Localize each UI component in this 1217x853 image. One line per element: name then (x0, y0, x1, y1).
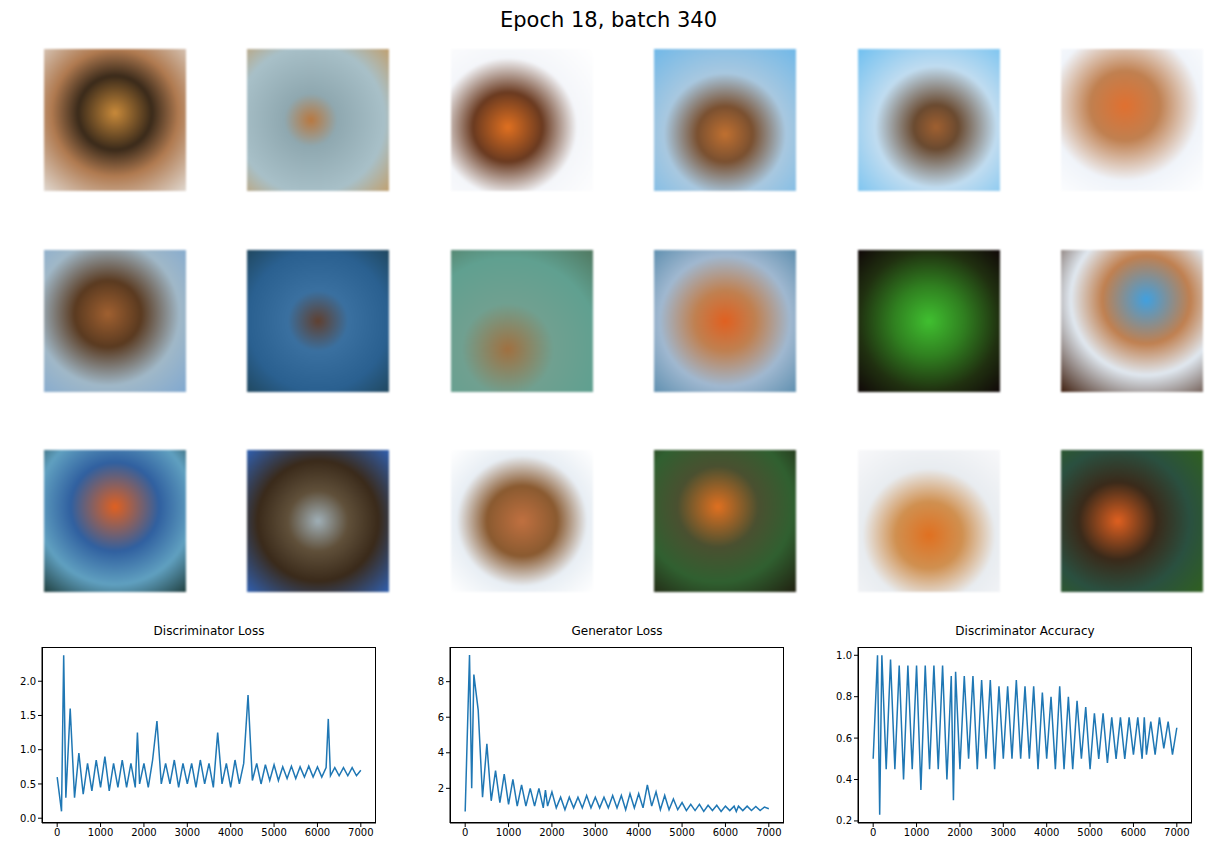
svg-text:5000: 5000 (261, 827, 286, 838)
svg-text:2.0: 2.0 (20, 676, 36, 687)
svg-text:3000: 3000 (583, 827, 608, 838)
svg-text:4000: 4000 (218, 827, 243, 838)
svg-text:0.6: 0.6 (836, 733, 852, 744)
svg-text:1.0: 1.0 (836, 650, 852, 661)
svg-text:1000: 1000 (904, 827, 929, 838)
svg-text:6000: 6000 (1121, 827, 1146, 838)
svg-text:7000: 7000 (756, 827, 781, 838)
svg-text:4000: 4000 (1034, 827, 1059, 838)
svg-text:1.0: 1.0 (20, 744, 36, 755)
svg-text:3000: 3000 (991, 827, 1016, 838)
svg-text:0: 0 (462, 827, 468, 838)
html-text:Discriminator Accuracy: Discriminator Accuracy (955, 624, 1095, 638)
svg-text:1000: 1000 (88, 827, 113, 838)
html-text:Epoch 18, batch 340: Epoch 18, batch 340 (499, 8, 717, 32)
svg-text:5000: 5000 (1077, 827, 1102, 838)
svg-text:0.4: 0.4 (836, 774, 852, 785)
svg-text:1.5: 1.5 (20, 710, 36, 721)
svg-text:0.2: 0.2 (836, 815, 852, 826)
svg-text:2000: 2000 (539, 827, 564, 838)
svg-text:7000: 7000 (348, 827, 373, 838)
html-text:Generator Loss: Generator Loss (571, 624, 663, 638)
svg-text:8: 8 (438, 676, 444, 687)
svg-text:0: 0 (54, 827, 60, 838)
svg-text:6000: 6000 (305, 827, 330, 838)
svg-text:0: 0 (870, 827, 876, 838)
svg-text:2000: 2000 (131, 827, 156, 838)
svg-text:0.5: 0.5 (20, 779, 36, 790)
svg-text:4: 4 (438, 747, 444, 758)
svg-text:6000: 6000 (713, 827, 738, 838)
svg-text:2000: 2000 (947, 827, 972, 838)
svg-text:2: 2 (438, 783, 444, 794)
html-text:Discriminator Loss: Discriminator Loss (153, 624, 265, 638)
svg-text:1000: 1000 (496, 827, 521, 838)
svg-text:5000: 5000 (669, 827, 694, 838)
svg-text:0.0: 0.0 (20, 813, 36, 824)
svg-text:3000: 3000 (175, 827, 200, 838)
svg-text:7000: 7000 (1164, 827, 1189, 838)
svg-text:4000: 4000 (626, 827, 651, 838)
svg-text:0.8: 0.8 (836, 691, 852, 702)
svg-text:6: 6 (438, 712, 444, 723)
